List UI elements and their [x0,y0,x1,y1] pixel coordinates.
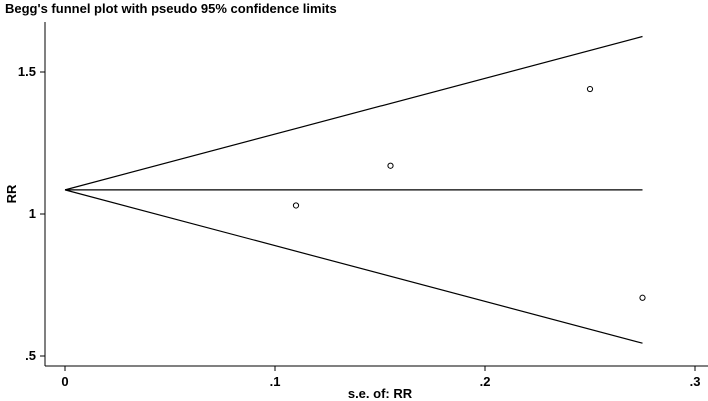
x-tick-label: .3 [690,374,701,389]
x-tick-label: .2 [480,374,491,389]
funnel-lines [64,35,643,344]
y-tick-label: 1 [29,206,36,221]
study-point [292,202,300,209]
x-tick-label: .1 [270,374,281,389]
y-tick-label: .5 [25,348,36,363]
axes [44,22,708,367]
study-point [639,294,646,301]
y-axis-label: RR [4,184,19,203]
x-tick-label: 0 [61,374,68,389]
upper-confidence-limit [64,35,643,191]
study-point [387,162,394,169]
y-tick-label: 1.5 [18,64,36,79]
chart-title: Begg's funnel plot with pseudo 95% confi… [5,1,337,16]
x-axis-label: s.e. of: RR [348,386,413,401]
y-ticks: .5 1 1.5 [18,64,45,363]
lower-confidence-limit [64,189,643,344]
study-point [586,85,594,93]
x-ticks: 0 .1 .2 .3 [61,366,700,389]
study-points [292,85,646,301]
